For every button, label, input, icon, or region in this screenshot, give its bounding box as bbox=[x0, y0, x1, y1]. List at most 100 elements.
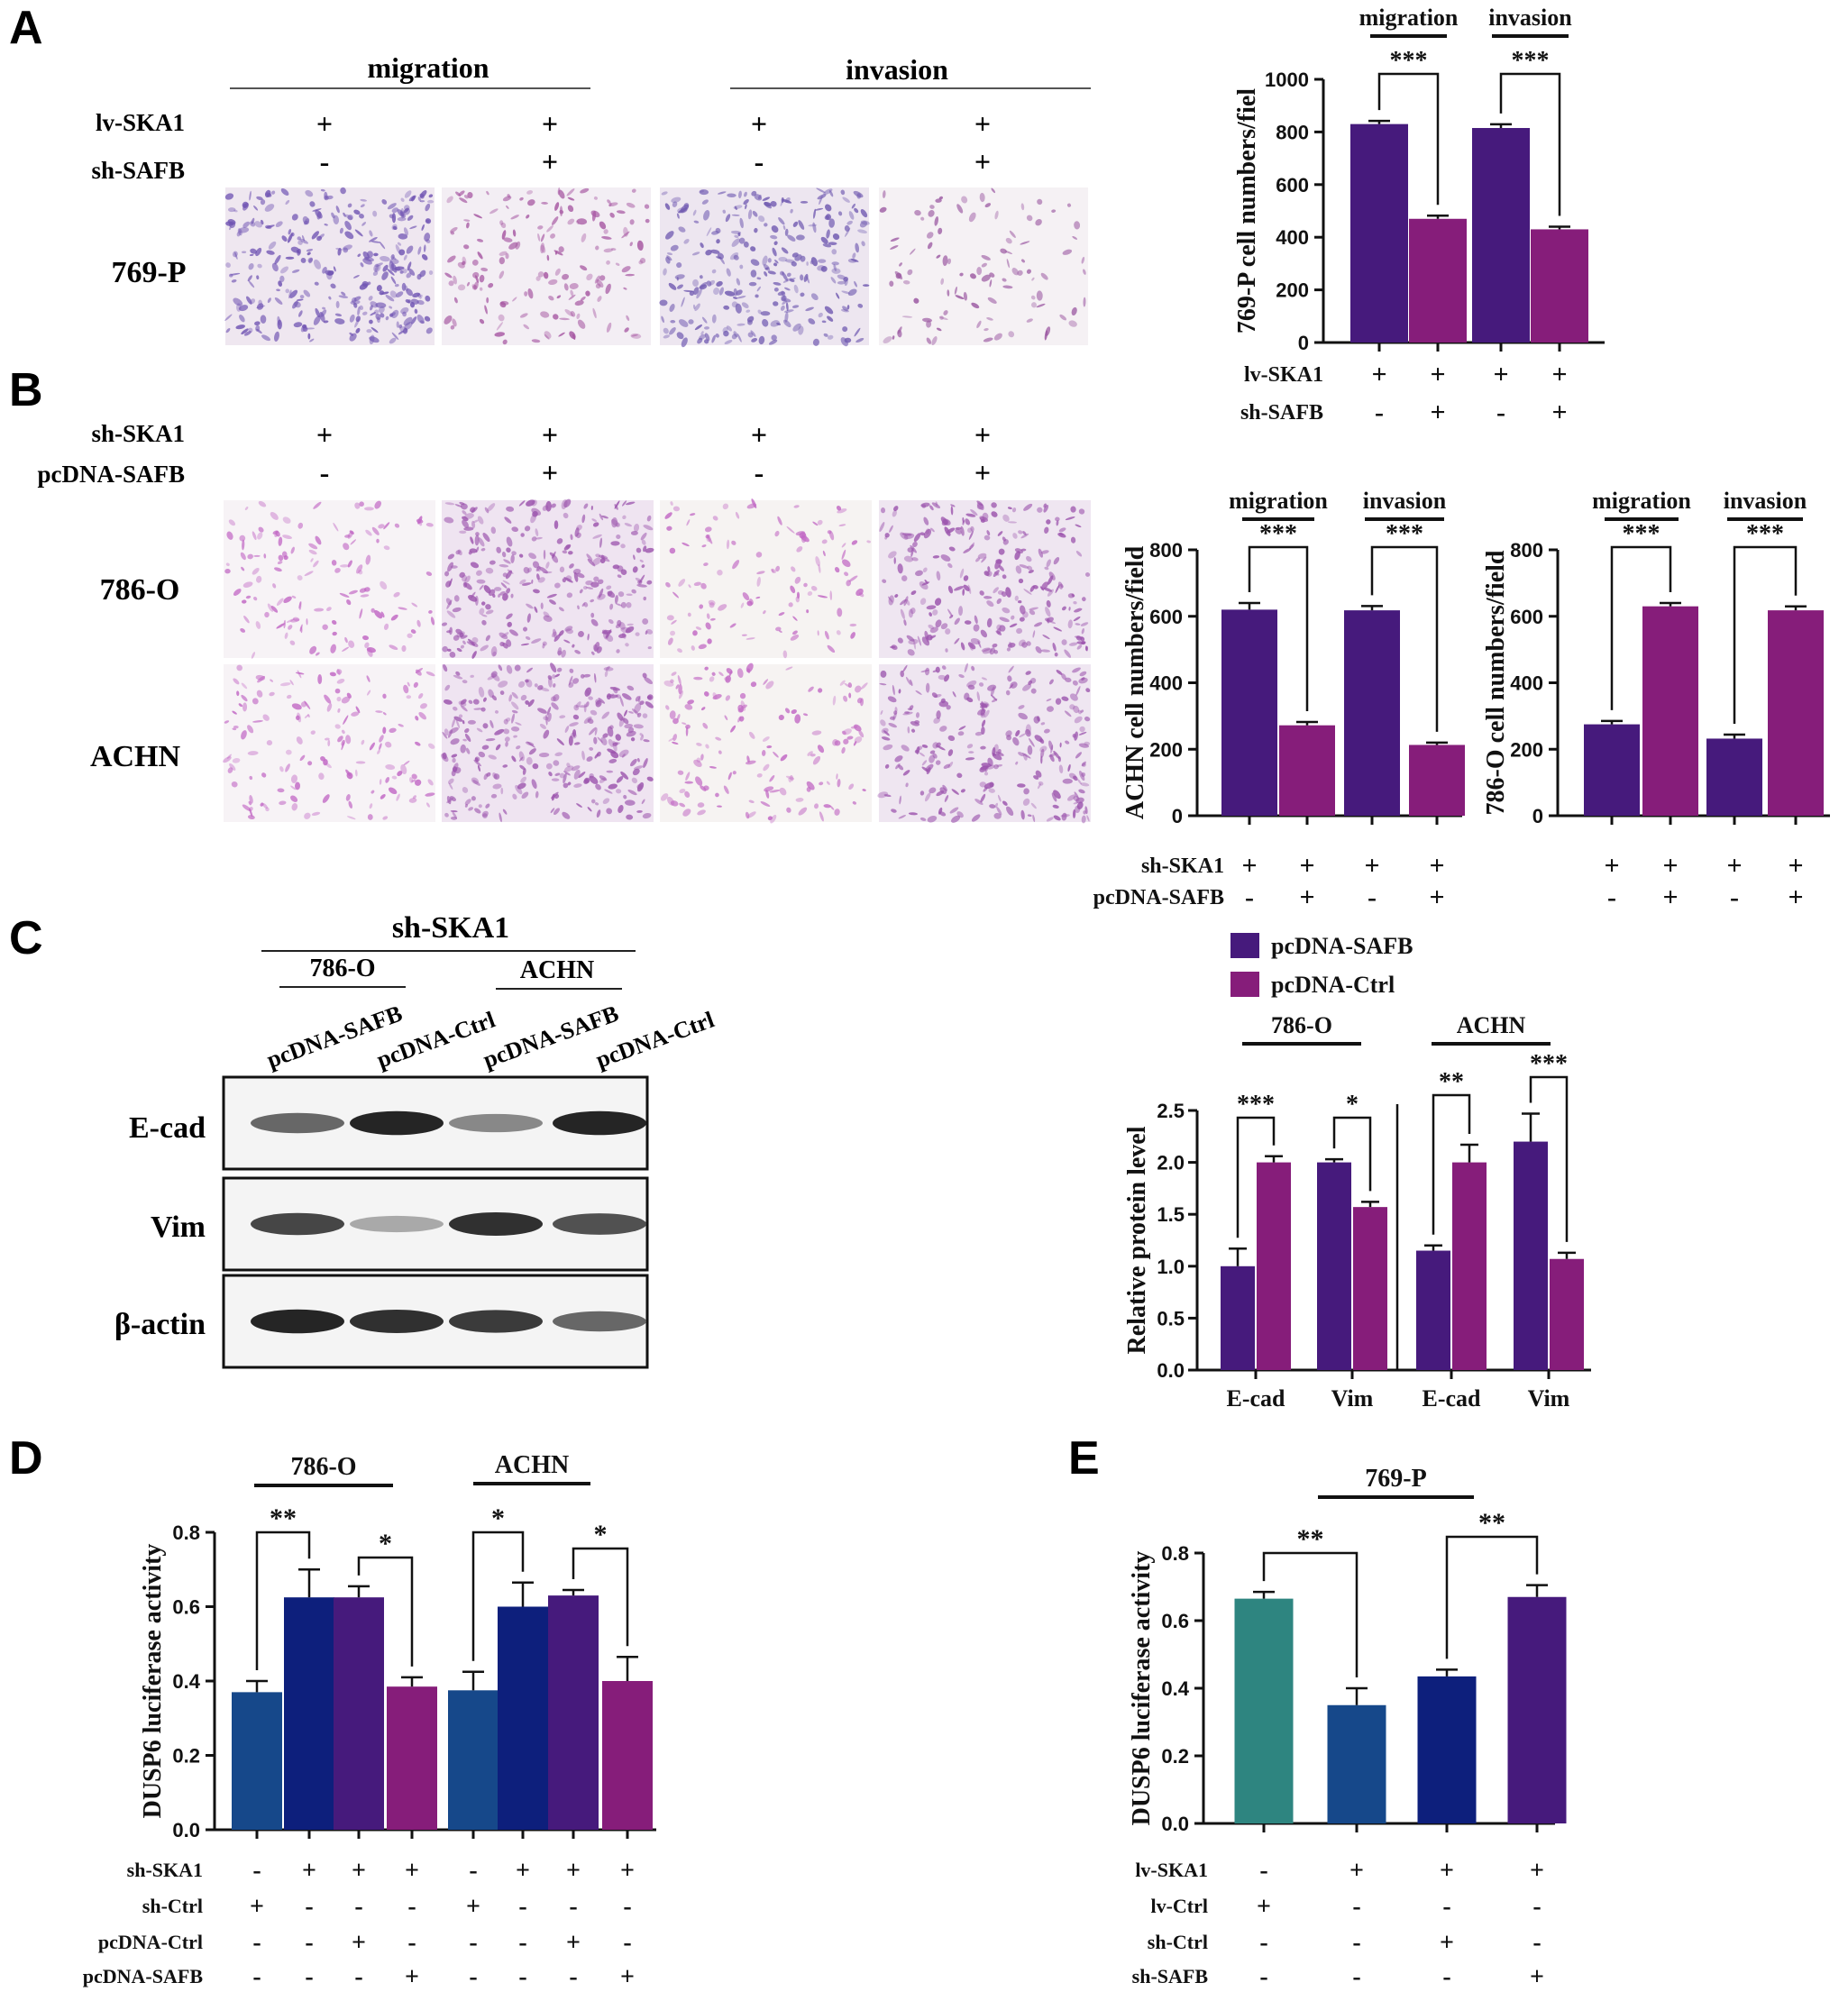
cell-dot bbox=[687, 699, 694, 705]
cell-dot bbox=[524, 291, 528, 297]
cell-dot bbox=[624, 327, 629, 333]
cell-dot bbox=[824, 204, 832, 212]
cell-dot bbox=[726, 268, 731, 277]
cell-dot bbox=[504, 516, 512, 524]
cell-dot bbox=[1078, 789, 1085, 794]
condition-sign: - bbox=[1352, 1929, 1360, 1957]
cell-dot bbox=[993, 333, 1002, 341]
cell-dot bbox=[975, 557, 981, 562]
cell-dot bbox=[310, 558, 314, 562]
cell-dot bbox=[308, 549, 317, 555]
cell-dot bbox=[944, 674, 950, 682]
cell-dot bbox=[704, 333, 710, 342]
cell-dot bbox=[482, 533, 490, 543]
cell-dot bbox=[695, 626, 702, 630]
x-tick-label: Vim bbox=[1528, 1385, 1570, 1412]
cell-dot bbox=[371, 327, 379, 334]
cell-dot bbox=[836, 630, 841, 635]
condition-sign: - bbox=[1259, 1857, 1267, 1885]
cell-dot bbox=[883, 190, 886, 198]
cell-dot bbox=[1039, 586, 1045, 591]
cell-dot bbox=[848, 783, 855, 790]
cell-dot bbox=[225, 262, 231, 268]
cell-dot bbox=[620, 569, 627, 575]
cell-dot bbox=[898, 689, 901, 694]
cell-dot bbox=[798, 220, 805, 230]
cell-dot bbox=[773, 751, 779, 758]
cell-dot bbox=[373, 309, 380, 315]
cell-dot bbox=[581, 603, 585, 607]
cell-dot bbox=[551, 778, 560, 781]
cell-dot bbox=[850, 258, 859, 262]
cell-dot bbox=[715, 334, 719, 338]
cell-dot bbox=[883, 744, 893, 751]
cell-dot bbox=[507, 621, 512, 627]
cell-dot bbox=[971, 814, 981, 822]
cell-dot bbox=[291, 269, 300, 273]
cell-dot bbox=[477, 516, 484, 525]
cell-dot bbox=[910, 608, 916, 615]
cell-dot bbox=[357, 306, 361, 316]
cell-dot bbox=[1023, 754, 1028, 761]
cell-dot bbox=[595, 783, 601, 790]
cell-dot bbox=[285, 256, 295, 260]
cell-dot bbox=[1018, 578, 1024, 584]
cell-dot bbox=[468, 699, 473, 704]
cell-dot bbox=[415, 667, 424, 674]
significance-stars: ** bbox=[1478, 1508, 1505, 1538]
cell-dot bbox=[756, 286, 761, 292]
condition-sign: + bbox=[1551, 360, 1567, 389]
condition-sign: + bbox=[1349, 1857, 1364, 1885]
cell-dot bbox=[531, 339, 541, 343]
cell-dot bbox=[460, 705, 468, 712]
cell-dot bbox=[711, 269, 717, 274]
cell-dot bbox=[925, 763, 934, 772]
cell-dot bbox=[1055, 516, 1060, 522]
cell-dot bbox=[359, 214, 364, 219]
bar bbox=[1409, 218, 1467, 343]
cell-dot bbox=[883, 794, 892, 798]
cell-dot bbox=[892, 712, 897, 721]
cell-dot bbox=[470, 536, 474, 544]
cell-dot bbox=[773, 301, 779, 306]
cell-dot bbox=[311, 811, 321, 816]
cell-dot bbox=[857, 229, 867, 234]
cell-dot bbox=[754, 194, 763, 201]
cell-dot bbox=[773, 287, 779, 292]
cell-dot bbox=[733, 297, 737, 299]
significance-bracket bbox=[1370, 545, 1439, 732]
cell-dot bbox=[803, 273, 809, 282]
cell-dot bbox=[626, 202, 636, 208]
cell-dot bbox=[645, 630, 648, 635]
cell-dot bbox=[512, 297, 517, 302]
cell-dot bbox=[347, 560, 352, 568]
cell-dot bbox=[489, 208, 499, 215]
cell-dot bbox=[526, 667, 534, 673]
condition-sign: - bbox=[1245, 882, 1254, 912]
cell-dot bbox=[291, 803, 298, 811]
cell-dot bbox=[280, 187, 289, 196]
cell-dot bbox=[479, 608, 485, 616]
cell-dot bbox=[1043, 587, 1053, 592]
cell-dot bbox=[563, 639, 571, 644]
cell-dot bbox=[444, 272, 453, 279]
cell-dot bbox=[568, 682, 574, 689]
cell-dot bbox=[376, 316, 380, 324]
cell-dot bbox=[334, 313, 343, 317]
cell-dot bbox=[537, 577, 545, 583]
cell-dot bbox=[383, 623, 389, 630]
cell-dot bbox=[348, 589, 358, 595]
cell-dot bbox=[898, 815, 907, 819]
cell-dot bbox=[1009, 683, 1014, 690]
cell-dot bbox=[773, 262, 778, 267]
cell-dot bbox=[1075, 797, 1084, 804]
cell-dot bbox=[665, 231, 674, 240]
cell-dot bbox=[764, 201, 772, 207]
cell-dot bbox=[736, 323, 746, 326]
cell-dot bbox=[535, 276, 541, 281]
cell-dot bbox=[608, 203, 612, 207]
cell-dot bbox=[964, 620, 972, 625]
cell-dot bbox=[1084, 716, 1091, 722]
cell-dot bbox=[665, 256, 671, 264]
cell-dot bbox=[887, 696, 897, 703]
